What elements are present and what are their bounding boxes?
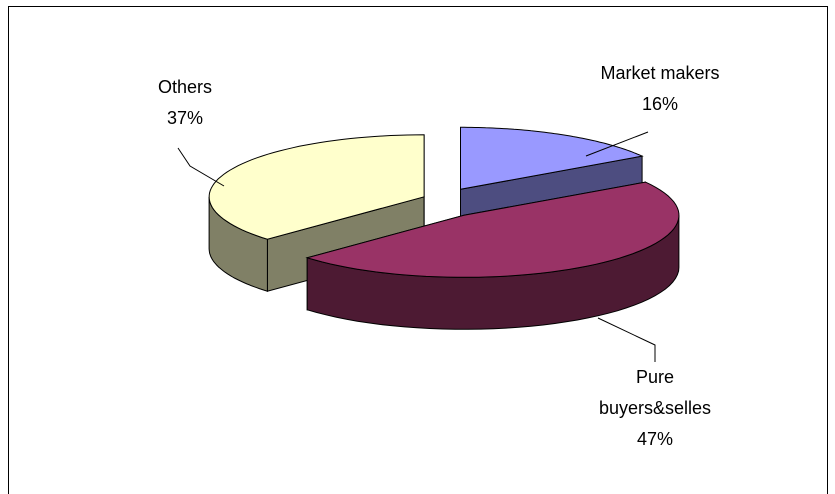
value-label: 16% xyxy=(641,94,679,114)
pie xyxy=(208,126,680,330)
slice xyxy=(460,126,644,190)
slice-label: Others 37% xyxy=(120,72,250,134)
slice xyxy=(208,134,425,240)
leader-line xyxy=(177,147,225,187)
value-label: 47% xyxy=(636,429,674,449)
category-label: Market makers xyxy=(600,63,720,83)
category-label: Others xyxy=(157,77,213,97)
value-label: 37% xyxy=(166,108,204,128)
leader-line xyxy=(597,317,656,362)
slice-label: Pure buyers&selles 47% xyxy=(585,362,725,455)
category-label: Pure buyers&selles xyxy=(598,367,712,418)
leader-line xyxy=(585,131,649,157)
slice-label: Market makers 16% xyxy=(560,58,760,120)
slice xyxy=(305,181,680,278)
chart-frame xyxy=(8,6,828,494)
